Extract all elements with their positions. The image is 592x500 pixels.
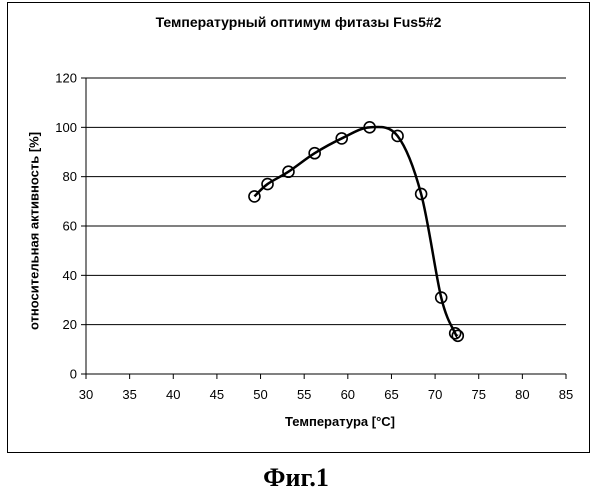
y-tick-label-20: 20 — [63, 317, 77, 332]
x-tick-label-70: 70 — [428, 387, 442, 402]
y-tick-label-60: 60 — [63, 219, 77, 234]
grid-lines — [86, 78, 566, 325]
x-tick-label-50: 50 — [253, 387, 267, 402]
axes — [81, 78, 566, 379]
y-tick-label-80: 80 — [63, 169, 77, 184]
x-tick-label-40: 40 — [166, 387, 180, 402]
tick-labels: 0 20 40 60 80 100 120 30 35 40 45 50 55 60 65 70 75 80 85 — [55, 71, 573, 403]
series-line-0 — [254, 127, 457, 337]
x-tick-label-45: 45 — [210, 387, 224, 402]
y-tick-label-100: 100 — [55, 120, 77, 135]
x-tick-label-55: 55 — [297, 387, 311, 402]
figure-caption: Фиг.1 — [0, 463, 592, 493]
y-tick-label-0: 0 — [70, 367, 77, 382]
x-tick-label-75: 75 — [471, 387, 485, 402]
y-tick-label-120: 120 — [55, 71, 77, 86]
y-tick-label-40: 40 — [63, 268, 77, 283]
x-tick-label-65: 65 — [384, 387, 398, 402]
series-layer — [249, 122, 463, 341]
x-tick-label-85: 85 — [559, 387, 573, 402]
x-tick-label-30: 30 — [79, 387, 93, 402]
x-tick-label-60: 60 — [341, 387, 355, 402]
x-tick-label-35: 35 — [122, 387, 136, 402]
x-tick-label-80: 80 — [515, 387, 529, 402]
